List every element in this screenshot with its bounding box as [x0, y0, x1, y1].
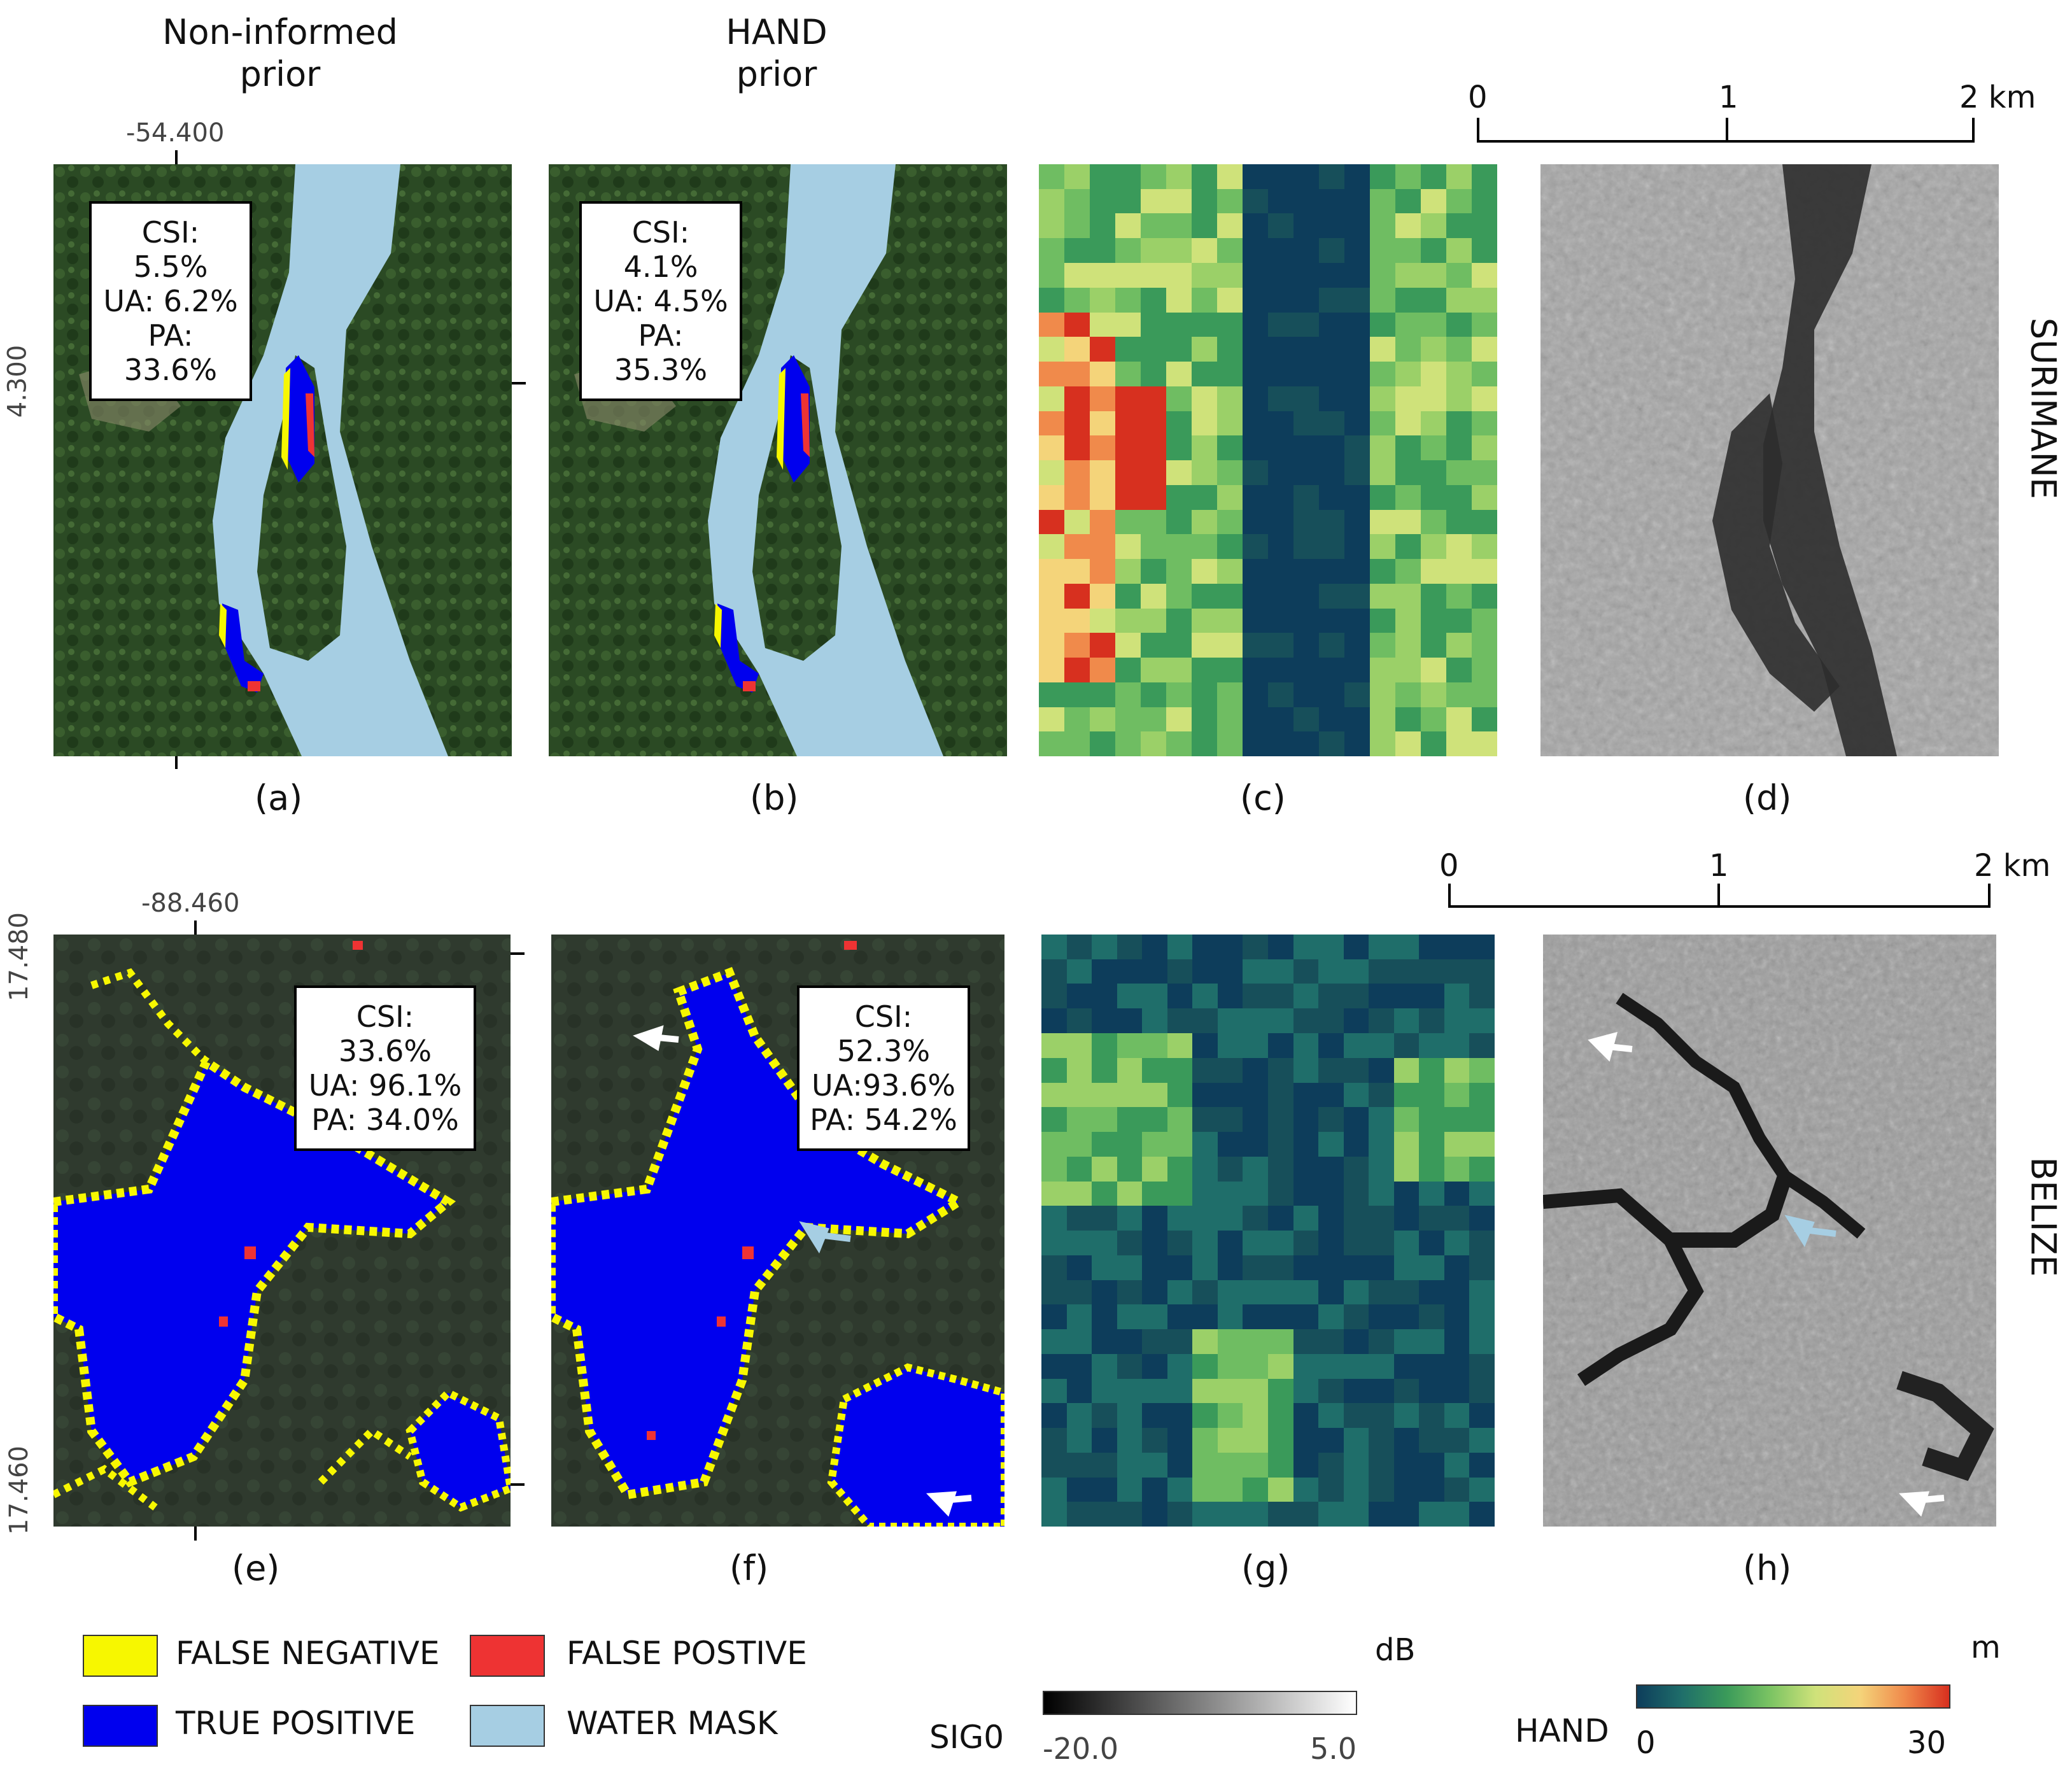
colorbar-hand-gradient — [1636, 1684, 1950, 1709]
panel-b-map: CSI: 4.1% UA: 4.5% PA: 35.3% — [549, 164, 1007, 756]
colorbar-sig0-gradient — [1043, 1691, 1357, 1715]
caption-d: (d) — [1743, 778, 1792, 818]
legend-swatch-false-positive — [470, 1635, 545, 1677]
colorbar-hand-max: 30 — [1907, 1725, 1947, 1761]
panel-c-hand-raster — [1039, 164, 1497, 756]
colorbar-hand-min: 0 — [1636, 1725, 1656, 1761]
lat-label-top: 4.300 — [3, 344, 32, 418]
legend-swatch-false-negative — [83, 1635, 158, 1677]
caption-g: (g) — [1241, 1548, 1290, 1588]
legend-label-false-negative: FALSE NEGATIVE — [176, 1635, 440, 1672]
scale-label-1: 1 — [1719, 80, 1738, 115]
hand-raster-grid-c — [1039, 164, 1497, 756]
scale-label-0-bottom: 0 — [1439, 848, 1459, 884]
colorbar-hand: m HAND 0 30 — [1515, 1630, 2012, 1776]
metrics-box-e: CSI: 33.6% UA: 96.1% PA: 34.0% — [294, 985, 476, 1151]
legend-label-false-positive: FALSE POSTIVE — [567, 1635, 807, 1672]
scale-label-0: 0 — [1468, 80, 1488, 115]
metrics-box-f: CSI: 52.3% UA:93.6% PA: 54.2% — [797, 985, 970, 1151]
colorbar-sig0: dB SIG0 -20.0 5.0 — [929, 1630, 1439, 1776]
scale-label-1-bottom: 1 — [1709, 848, 1729, 884]
panel-d-sar — [1540, 164, 1999, 756]
scale-bar-top: 0 1 2 km — [1464, 80, 2036, 150]
legend-swatch-true-positive — [83, 1705, 158, 1747]
scale-bar-bottom: 0 1 2 km — [1435, 848, 2050, 918]
colorbar-sig0-min: -20.0 — [1043, 1732, 1119, 1766]
colorbar-sig0-max: 5.0 — [1310, 1732, 1357, 1766]
colorbar-sig0-unit: dB — [1375, 1632, 1416, 1668]
caption-b: (b) — [750, 778, 799, 818]
scale-label-2: 2 km — [1959, 80, 2036, 115]
panel-e-map: CSI: 33.6% UA: 96.1% PA: 34.0% — [53, 935, 511, 1527]
caption-c: (c) — [1240, 778, 1286, 818]
row-label-belize: BELIZE — [2023, 1157, 2064, 1277]
colorbar-hand-name: HAND — [1515, 1712, 1609, 1749]
lat-label-bottom-bottom: 17.460 — [4, 1446, 34, 1535]
caption-f: (f) — [729, 1548, 769, 1588]
caption-a: (a) — [255, 778, 303, 818]
panel-a-map: CSI: 5.5% UA: 6.2% PA: 33.6% — [53, 164, 512, 756]
panel-h-sar — [1543, 935, 1996, 1527]
scale-label-2-bottom: 2 km — [1974, 848, 2051, 884]
column-header-hand: HAND prior — [726, 12, 828, 94]
caption-h: (h) — [1743, 1548, 1792, 1588]
legend-label-water-mask: WATER MASK — [567, 1705, 778, 1742]
caption-e: (e) — [232, 1548, 280, 1588]
legend-label-true-positive: TRUE POSITIVE — [176, 1705, 416, 1742]
row-label-surimane: SURIMANE — [2023, 317, 2064, 500]
colorbar-sig0-name: SIG0 — [929, 1719, 1004, 1756]
colorbar-hand-unit: m — [1971, 1630, 2001, 1665]
lon-label-bottom: -88.460 — [141, 889, 240, 918]
legend: FALSE NEGATIVE FALSE POSTIVE TRUE POSITI… — [83, 1630, 885, 1757]
panel-f-map: CSI: 52.3% UA:93.6% PA: 54.2% — [551, 935, 1004, 1527]
column-header-noninformed: Non-informed prior — [162, 12, 398, 94]
lon-label-top: -54.400 — [126, 118, 225, 148]
legend-swatch-water-mask — [470, 1705, 545, 1747]
hand-raster-grid-g — [1041, 935, 1495, 1527]
lat-label-bottom-top: 17.480 — [4, 912, 34, 1001]
metrics-box-a: CSI: 5.5% UA: 6.2% PA: 33.6% — [89, 201, 252, 401]
panel-g-hand-raster — [1041, 935, 1495, 1527]
metrics-box-b: CSI: 4.1% UA: 4.5% PA: 35.3% — [579, 201, 742, 401]
